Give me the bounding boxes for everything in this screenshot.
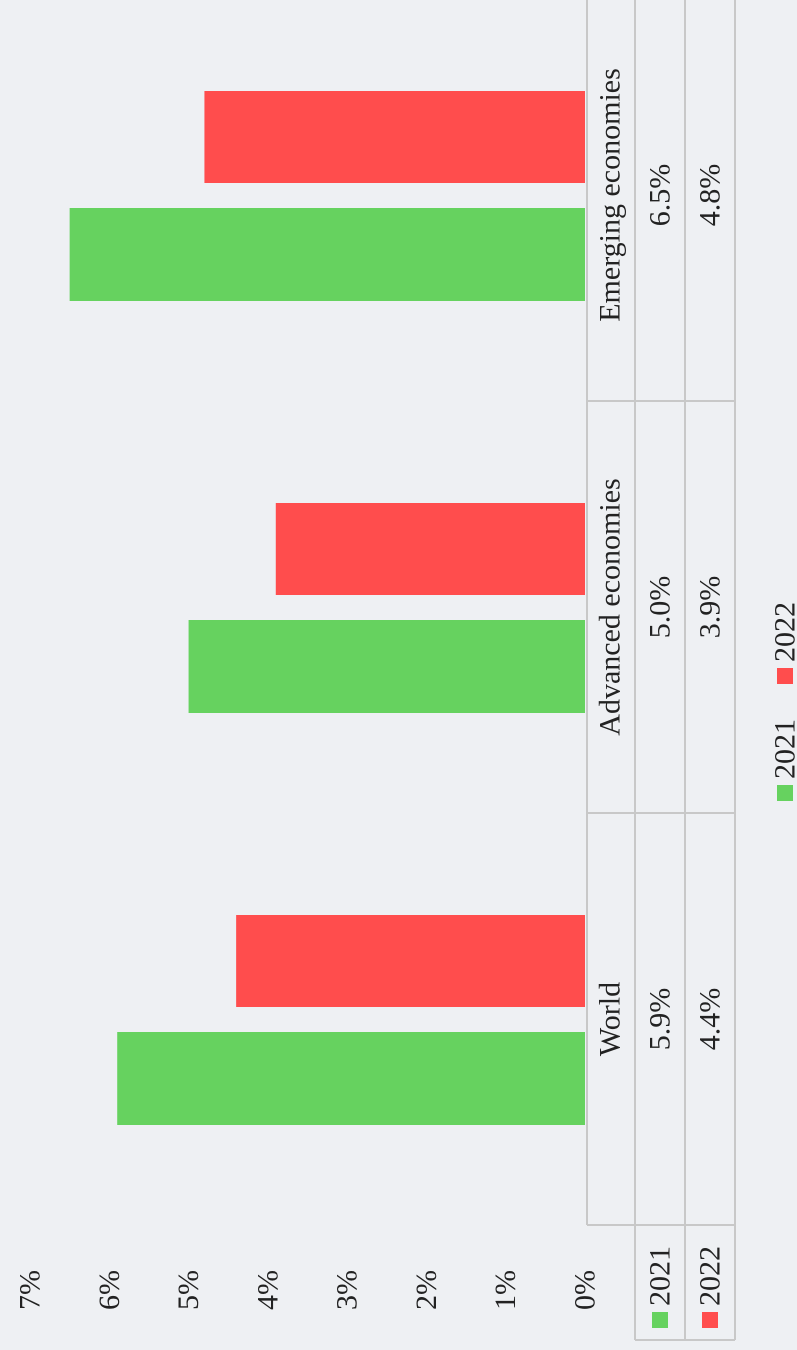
bar [204, 91, 585, 183]
y-tick-label: 1% [489, 1270, 522, 1310]
y-tick-label: 4% [251, 1270, 284, 1310]
row-header: 2022 [694, 1246, 727, 1306]
y-tick-label: 5% [172, 1270, 205, 1310]
category-label: Advanced economies [594, 478, 627, 735]
table-value: 6.5% [644, 164, 677, 227]
legend-swatch [777, 668, 793, 684]
bar [188, 620, 586, 713]
y-tick-label: 6% [93, 1270, 126, 1310]
category-label: World [594, 982, 627, 1056]
legend-label: 2022 [769, 602, 797, 662]
legend-swatch [777, 785, 793, 801]
y-tick-label: 3% [331, 1270, 364, 1310]
table-value: 4.4% [694, 988, 727, 1051]
row-header: 2021 [644, 1246, 677, 1306]
y-tick-label: 0% [569, 1270, 602, 1310]
bar [69, 208, 585, 301]
table-value: 3.9% [694, 576, 727, 639]
y-tick-label: 7% [14, 1270, 47, 1310]
table-value: 5.9% [644, 988, 677, 1051]
table-value: 5.0% [644, 576, 677, 639]
bar [236, 915, 585, 1007]
table-value: 4.8% [694, 164, 727, 227]
bar [117, 1032, 585, 1125]
category-label: Emerging economies [594, 68, 627, 322]
bar [275, 503, 585, 595]
y-tick-label: 2% [410, 1270, 443, 1310]
row-swatch [702, 1312, 718, 1328]
legend-label: 2021 [769, 719, 797, 779]
row-swatch [652, 1312, 668, 1328]
